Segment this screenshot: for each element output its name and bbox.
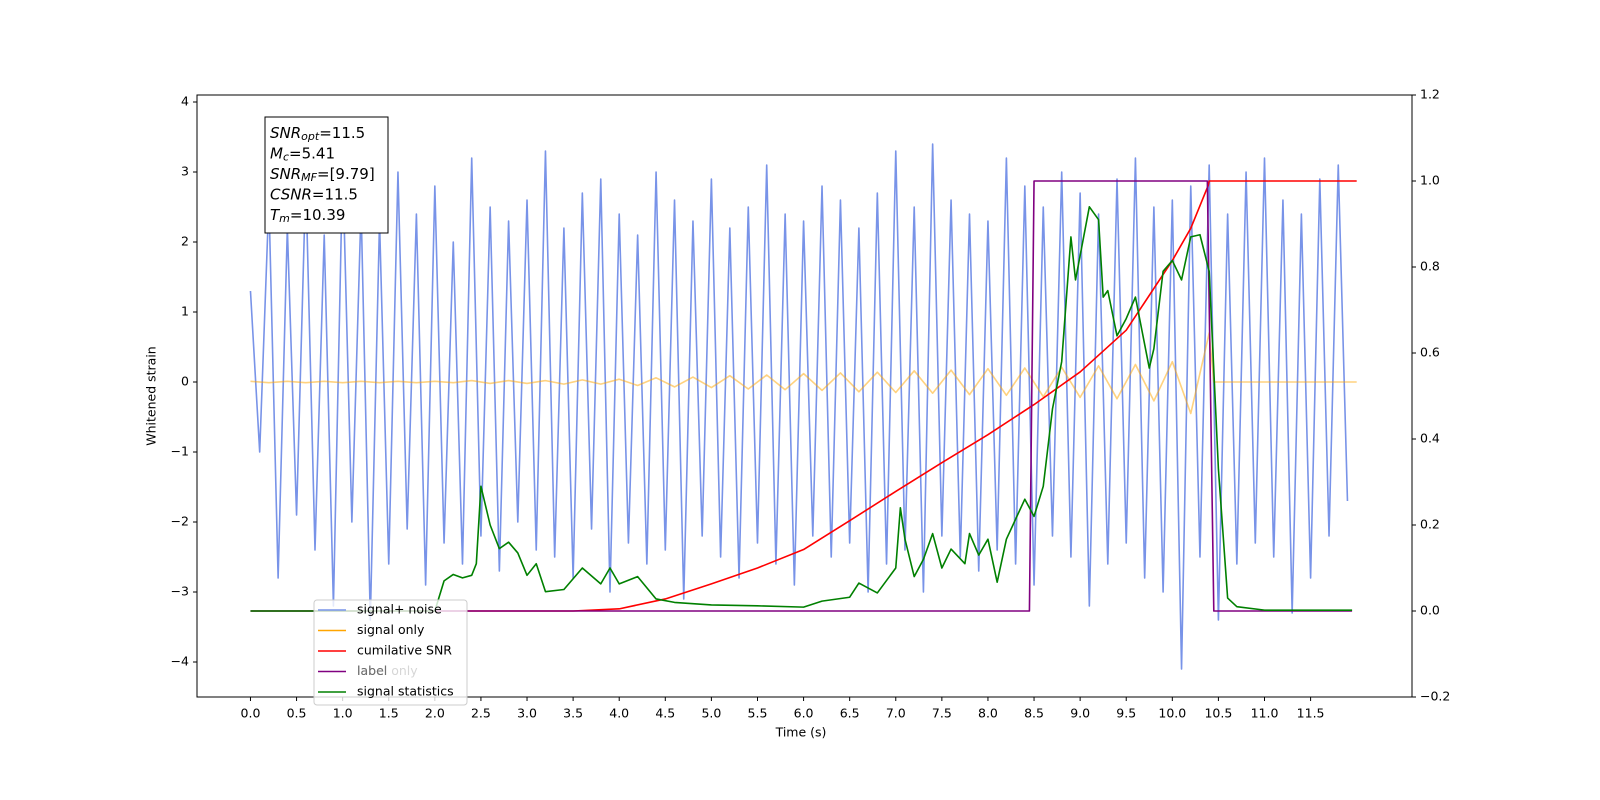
y2-tick-label: 1.0 <box>1420 173 1440 188</box>
x-tick-label: 6.5 <box>840 706 860 721</box>
x-tick-label: 1.5 <box>379 706 399 721</box>
y-tick-label: 1 <box>181 304 189 319</box>
x-tick-label: 2.5 <box>471 706 491 721</box>
series-line <box>249 143 1349 670</box>
legend-ghost-label: label only <box>357 663 418 678</box>
series-line <box>250 332 1357 415</box>
x-tick-label: 1.0 <box>333 706 353 721</box>
legend-label: signal statistics <box>357 684 454 699</box>
x-tick-label: 4.5 <box>655 706 675 721</box>
x-axis-label: Time (s) <box>775 725 827 740</box>
y-tick-label: 2 <box>181 234 189 249</box>
y2-tick-label: 0.4 <box>1420 431 1440 446</box>
x-tick-label: 6.0 <box>794 706 814 721</box>
info-symbol: SNR <box>270 124 301 142</box>
x-tick-label: 0.0 <box>241 706 261 721</box>
info-subscript: MF <box>301 171 317 184</box>
y-tick-label: 0 <box>181 374 189 389</box>
y-tick-label: 3 <box>181 164 189 179</box>
axes-frame <box>196 94 1413 698</box>
y-tick-label: −2 <box>171 514 189 529</box>
info-box-frame <box>264 116 389 234</box>
info-line: CSNR=11.5 <box>270 185 358 203</box>
info-symbol: T <box>270 206 281 224</box>
x-tick-label: 11.5 <box>1297 706 1325 721</box>
x-tick-label: 7.0 <box>886 706 906 721</box>
series-line <box>250 206 1353 612</box>
x-tick-label: 3.5 <box>563 706 583 721</box>
info-line: SNRopt=11.5 <box>270 124 365 144</box>
series-line <box>250 180 1353 612</box>
info-box: SNRopt=11.5Mc=5.41SNRMF=[9.79]CSNR=11.5T… <box>264 116 389 234</box>
x-tick-label: 10.5 <box>1204 706 1232 721</box>
x-tick-label: 4.0 <box>609 706 629 721</box>
x-tick-label: 8.0 <box>978 706 998 721</box>
x-tick-label: 3.0 <box>517 706 537 721</box>
legend-label: signal only <box>357 622 425 637</box>
y-tick-label: −1 <box>171 444 189 459</box>
info-subscript: c <box>283 151 289 164</box>
legend-label: signal+ noise <box>357 602 442 617</box>
info-symbol: SNR <box>270 165 301 183</box>
legend-label: cumilative SNR <box>357 643 452 658</box>
info-symbol: M <box>270 144 283 162</box>
y-tick-label: 4 <box>181 94 189 109</box>
info-value: =11.5 <box>312 185 358 203</box>
info-line: SNRMF=[9.79] <box>270 165 375 185</box>
info-symbol: CSNR <box>270 185 312 203</box>
x-tick-label: 7.5 <box>932 706 952 721</box>
info-value: =[9.79] <box>317 165 375 183</box>
x-tick-label: 5.5 <box>748 706 768 721</box>
legend-frame <box>313 599 468 706</box>
info-subscript: opt <box>301 130 320 143</box>
x-tick-label: 9.5 <box>1116 706 1136 721</box>
info-value: =10.39 <box>290 206 346 224</box>
y-tick-label: −3 <box>171 584 189 599</box>
series-line <box>250 180 1357 612</box>
y2-tick-label: 0.0 <box>1420 603 1440 618</box>
x-tick-label: 2.0 <box>425 706 445 721</box>
y2-tick-label: 1.2 <box>1420 87 1440 102</box>
y-tick-label: −4 <box>171 654 189 669</box>
y2-tick-label: 0.6 <box>1420 345 1440 360</box>
x-tick-label: 8.5 <box>1024 706 1044 721</box>
legend-label: label <box>357 663 387 678</box>
x-tick-label: 11.0 <box>1251 706 1279 721</box>
y2-tick-label: 0.8 <box>1420 259 1440 274</box>
y2-tick-label: 0.2 <box>1420 517 1440 532</box>
x-tick-label: 0.5 <box>287 706 307 721</box>
x-tick-label: 5.0 <box>701 706 721 721</box>
x-tick-label: 10.0 <box>1158 706 1186 721</box>
info-value: =11.5 <box>319 124 365 142</box>
x-tick-label: 9.0 <box>1070 706 1090 721</box>
info-subscript: m <box>279 212 290 225</box>
info-line: Tm=10.39 <box>270 206 345 226</box>
info-value: =5.41 <box>289 144 335 162</box>
info-line: Mc=5.41 <box>270 144 335 164</box>
y-axis-label: Whitened strain <box>144 346 159 445</box>
y2-tick-label: −0.2 <box>1420 689 1450 704</box>
